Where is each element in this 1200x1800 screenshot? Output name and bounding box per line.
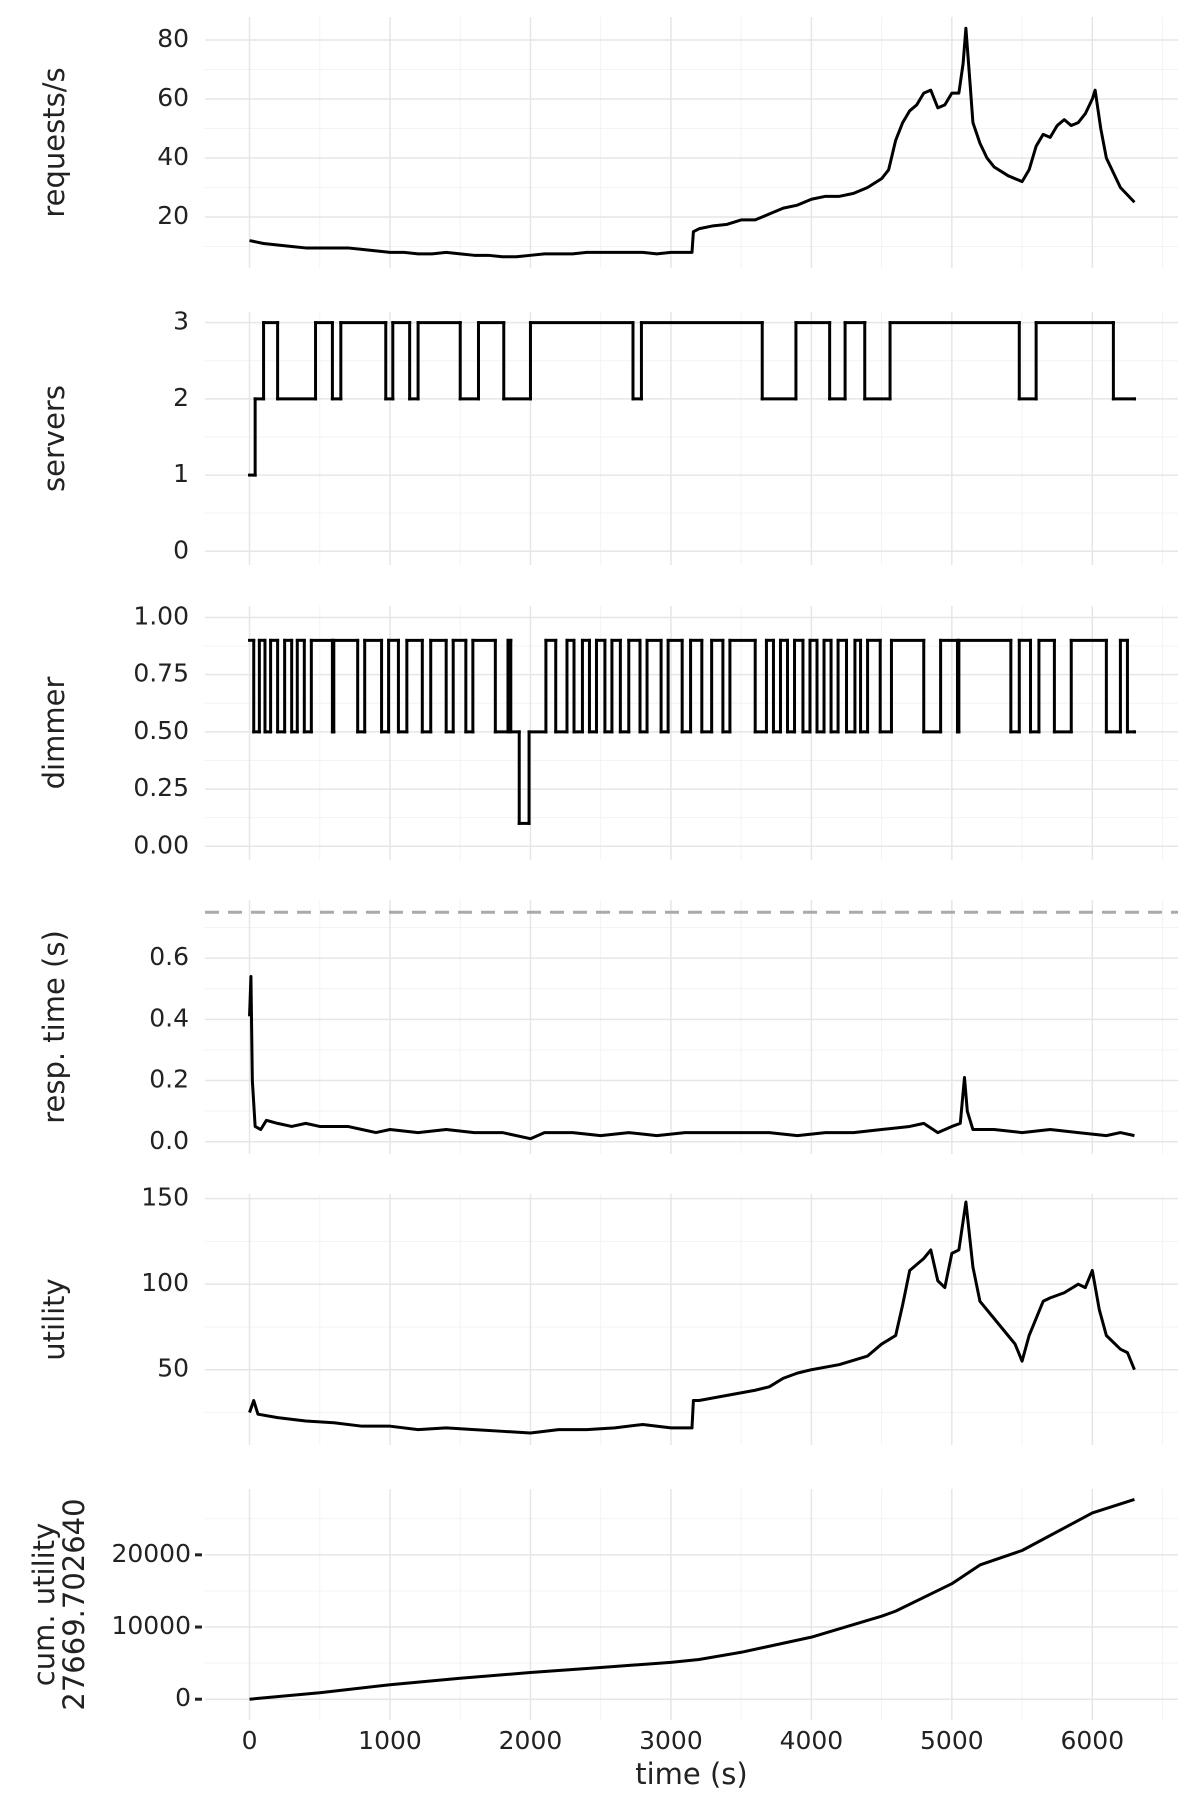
y-tick-label: 0.0 xyxy=(149,1126,189,1155)
data-line xyxy=(248,1200,1136,1435)
x-tick-label: 2000 xyxy=(499,1726,563,1755)
y-tick-label: 1.00 xyxy=(133,601,189,630)
y-tick-label: 0.50 xyxy=(133,716,189,745)
data-line xyxy=(249,26,1136,259)
x-tick-label: 6000 xyxy=(1061,1726,1125,1755)
y-tick-label: 0 xyxy=(175,1683,191,1712)
y-axis-label: servers xyxy=(37,385,71,492)
y-tick-label: 0 xyxy=(173,535,189,564)
y-tick-label: 2 xyxy=(173,383,189,412)
y-tick-label: 40 xyxy=(157,142,189,171)
y-tick-label: 100 xyxy=(141,1268,189,1297)
y-tick-label: 150 xyxy=(141,1183,189,1212)
y-tick-label: 0.2 xyxy=(149,1065,189,1094)
x-axis-label: time (s) xyxy=(635,1757,747,1791)
y-axis-label: requests/s xyxy=(37,67,71,217)
y-axis-label: 27669.702640 xyxy=(57,1498,91,1710)
data-line xyxy=(248,975,1135,1141)
y-tick-label: 1 xyxy=(173,459,189,488)
y-tick-label: 0.6 xyxy=(149,942,189,971)
y-tick-label: 3 xyxy=(173,307,189,336)
y-tick-label: 0.4 xyxy=(149,1003,189,1032)
y-tick-label: 50 xyxy=(157,1354,189,1383)
x-tick-label: 5000 xyxy=(920,1726,984,1755)
y-tick-label: 80 xyxy=(157,24,189,53)
y-axis-label: utility xyxy=(37,1278,71,1360)
y-tick-label: 10000 xyxy=(111,1611,191,1640)
y-axis-label: resp. time (s) xyxy=(37,930,71,1124)
y-tick-label: 0.25 xyxy=(133,773,189,802)
y-tick-label: 20 xyxy=(157,201,189,230)
y-tick-label: 0.00 xyxy=(133,830,189,859)
x-tick-label: 3000 xyxy=(639,1726,703,1755)
data-line xyxy=(249,1498,1135,1701)
x-tick-label: 0 xyxy=(242,1726,258,1755)
y-tick-label: 0.75 xyxy=(133,659,189,688)
y-axis-label: cum. utility xyxy=(27,1523,61,1686)
y-tick-label: 60 xyxy=(157,83,189,112)
y-tick-label: 20000 xyxy=(111,1539,191,1568)
x-tick-label: 4000 xyxy=(780,1726,844,1755)
y-axis-label: dimmer xyxy=(37,677,71,790)
x-tick-label: 1000 xyxy=(358,1726,422,1755)
